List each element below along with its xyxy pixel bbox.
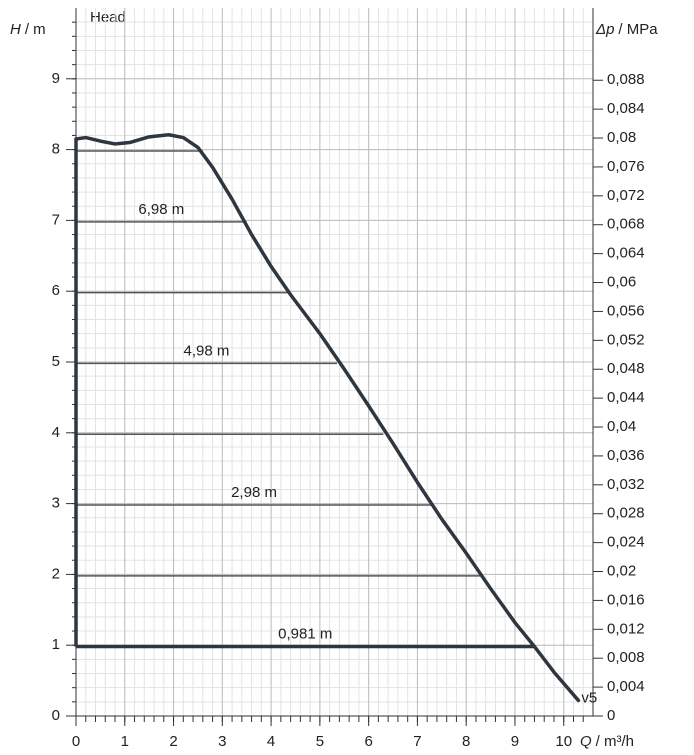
operating-line-label: 4,98 m — [184, 342, 230, 359]
y2-tick-label: 0,016 — [607, 591, 645, 608]
x-axis-label: Q / m³/h — [580, 733, 634, 750]
x-tick-label: 4 — [267, 733, 275, 750]
y-axis-label: H / m — [10, 21, 46, 38]
y2-tick-label: 0,056 — [607, 302, 645, 319]
y2-tick-label: 0,024 — [607, 534, 645, 551]
y2-tick-label: 0,008 — [607, 649, 645, 666]
x-tick-label: 9 — [511, 733, 519, 750]
y-tick-label: 3 — [52, 495, 60, 512]
y-axis-unit: / m — [25, 21, 46, 38]
y2-tick-label: 0,04 — [607, 418, 636, 435]
y2-tick-label: 0,06 — [607, 273, 636, 290]
y-tick-label: 5 — [52, 353, 60, 370]
y2-tick-label: 0,048 — [607, 360, 645, 377]
y2-tick-label: 0,032 — [607, 476, 645, 493]
y2-tick-label: 0,068 — [607, 216, 645, 233]
y2-tick-label: 0 — [607, 707, 615, 724]
curve — [74, 132, 581, 703]
y2-tick-label: 0,004 — [607, 678, 645, 695]
operating-line-label: 6,98 m — [138, 201, 184, 218]
y-tick-label: 0 — [52, 707, 60, 724]
y2-tick-label: 0,02 — [607, 562, 636, 579]
y2-tick-label: 0,028 — [607, 505, 645, 522]
operating-line-label: 2,98 m — [231, 484, 277, 501]
y2-tick-label: 0,088 — [607, 71, 645, 88]
x-tick-label: 1 — [121, 733, 129, 750]
y2-tick-label: 0,08 — [607, 129, 636, 146]
y-tick-label: 7 — [52, 211, 60, 228]
y2-tick-label: 0,052 — [607, 331, 645, 348]
y2-tick-label: 0,012 — [607, 620, 645, 637]
y-tick-label: 1 — [52, 636, 60, 653]
x-tick-label: 5 — [316, 733, 324, 750]
y-tick-label: 9 — [52, 70, 60, 87]
y2-tick-label: 0,064 — [607, 245, 645, 262]
x-tick-label: 10 — [555, 733, 572, 750]
y-axis-symbol: H — [10, 21, 21, 38]
y2-tick-label: 0,084 — [607, 100, 645, 117]
y2-tick-label: 0,044 — [607, 389, 645, 406]
x-tick-label: 8 — [462, 733, 470, 750]
x-axis-symbol: Q — [580, 733, 592, 750]
x-tick-label: 2 — [169, 733, 177, 750]
y2-axis-label: Δp / MPa — [595, 21, 658, 38]
x-tick-label: 6 — [364, 733, 372, 750]
curve-label: v5 — [581, 689, 597, 706]
x-tick-label: 3 — [218, 733, 226, 750]
x-tick-label: 0 — [72, 733, 80, 750]
y2-tick-label: 0,076 — [607, 158, 645, 175]
y2-axis-symbol: Δp — [595, 21, 614, 38]
y2-tick-label: 0,036 — [607, 447, 645, 464]
y-tick-label: 4 — [52, 424, 60, 441]
y2-tick-label: 0,072 — [607, 187, 645, 204]
y-tick-label: 2 — [52, 565, 60, 582]
operating-line-label: 0,981 m — [278, 626, 332, 643]
y-tick-label: 6 — [52, 282, 60, 299]
y2-axis-unit: / MPa — [618, 21, 658, 38]
y-tick-label: 8 — [52, 141, 60, 158]
x-axis-unit: / m³/h — [596, 733, 634, 750]
x-tick-label: 7 — [413, 733, 421, 750]
